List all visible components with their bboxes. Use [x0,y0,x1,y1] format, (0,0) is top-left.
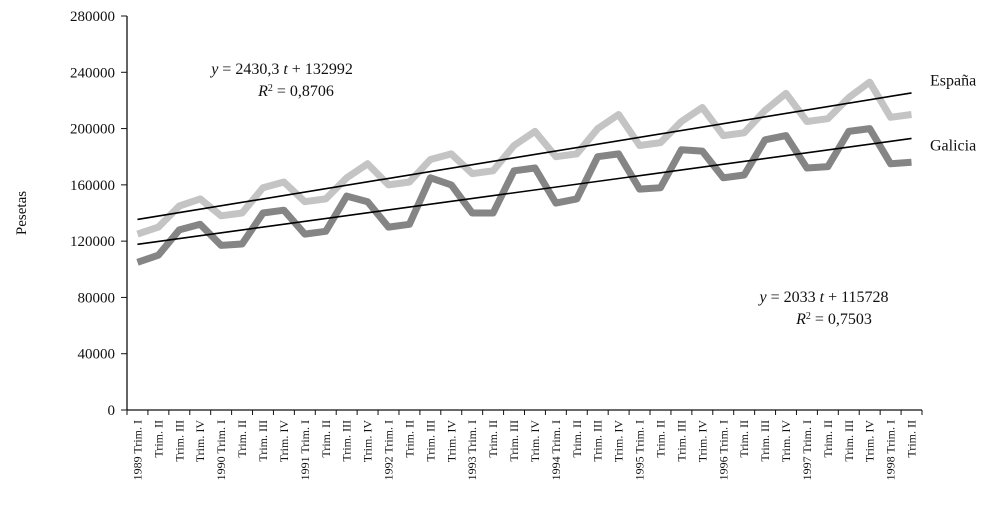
equation-part: 0,7503 [828,311,872,328]
y-tick-label: 280000 [70,9,115,25]
y-tick-label: 80000 [78,290,116,306]
trend-line [137,92,912,221]
equation-part: y [209,61,219,78]
x-tick-label: 1998 Trim. I [884,420,898,480]
x-tick-label: Trim. III [340,420,354,462]
x-tick-label: Trim. III [674,420,688,462]
trend-line [137,137,912,246]
y-axis-label: Pesetas [14,191,30,235]
x-tick-label: Trim. IV [444,420,458,463]
equation-part: 2033 [784,289,816,306]
x-tick-label: 1989 Trim. I [130,420,144,480]
x-tick-label: Trim. II [570,420,584,458]
equation-part: R [257,83,268,100]
x-tick-label: 1996 Trim. I [716,420,730,480]
x-tick-label: 1990 Trim. I [214,420,228,480]
equation-part: 2430,3 [235,61,279,78]
x-tick-label: Trim. IV [193,420,207,463]
equation-part: = [222,61,231,78]
legend-label: España [930,73,976,90]
y-tick-label: 40000 [78,347,116,363]
x-tick-label: 1993 Trim. I [465,420,479,480]
equation-part: 2 [268,83,273,94]
trend-r-squared: R2 = 0,8706 [257,83,334,101]
y-tick-label: 0 [108,403,116,419]
x-tick-label: Trim. II [235,420,249,458]
trend-equation: y = 2430,3 t + 132992 [209,61,353,78]
equation-part: R [795,311,806,328]
x-tick-label: Trim. II [821,420,835,458]
x-tick-label: Trim. III [423,420,437,462]
x-tick-label: Trim. II [905,420,919,458]
y-tick-label: 160000 [70,178,115,194]
series-line [136,78,912,238]
equation-part: 2 [806,311,811,322]
x-tick-label: Trim. II [151,420,165,458]
x-tick-label: Trim. IV [361,420,375,463]
equation-part: t [820,289,825,306]
x-tick-label: Trim. III [591,420,605,462]
x-tick-label: Trim. IV [695,420,709,463]
x-tick-label: Trim. II [737,420,751,458]
x-tick-label: Trim. II [486,420,500,458]
x-tick-label: 1994 Trim. I [549,420,563,480]
equation-part: 0,8706 [290,83,334,100]
x-tick-label: Trim. IV [612,420,626,463]
equation-part: + [292,61,301,78]
equation-part: y [757,289,767,306]
equation-part: 115728 [841,289,888,306]
x-tick-label: 1997 Trim. I [800,420,814,480]
series-line [136,125,912,266]
equation-part: = [771,289,780,306]
x-tick-label: Trim. III [507,420,521,462]
trend-equation: y = 2033 t + 115728 [757,289,888,306]
y-tick-label: 120000 [70,234,115,250]
y-tick-label: 240000 [70,65,115,81]
x-tick-label: Trim. II [653,420,667,458]
y-tick-label: 200000 [70,122,115,138]
x-tick-label: 1992 Trim. I [382,420,396,480]
equation-part: = [277,83,286,100]
equation-part: + [828,289,837,306]
x-tick-label: Trim. II [402,420,416,458]
x-tick-label: Trim. IV [528,420,542,463]
x-tick-label: Trim. III [758,420,772,462]
x-tick-label: Trim. IV [277,420,291,463]
equation-part: = [815,311,824,328]
equation-part: 132992 [305,61,353,78]
x-tick-label: Trim. IV [779,420,793,463]
equation-part: t [283,61,288,78]
legend-label: Galicia [930,137,976,154]
x-tick-label: 1995 Trim. I [633,420,647,480]
x-tick-label: Trim. III [256,420,270,462]
x-tick-label: Trim. IV [863,420,877,463]
x-tick-label: Trim. II [319,420,333,458]
x-tick-label: Trim. III [172,420,186,462]
x-tick-label: Trim. III [842,420,856,462]
x-tick-label: 1991 Trim. I [298,420,312,480]
trend-r-squared: R2 = 0,7503 [795,311,872,329]
